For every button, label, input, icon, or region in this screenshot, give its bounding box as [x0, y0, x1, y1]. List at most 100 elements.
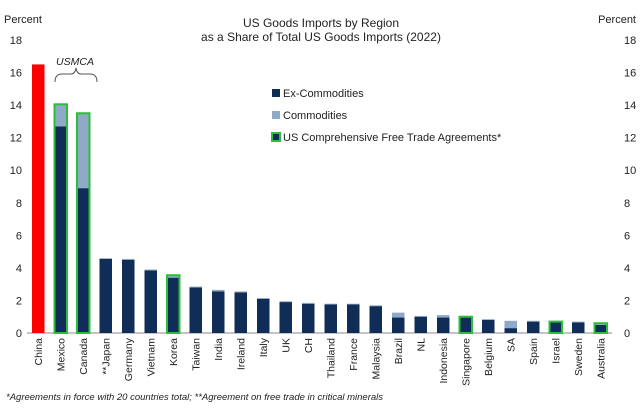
y-tick-label-right: 8 — [624, 198, 630, 210]
bar-commodities — [302, 302, 315, 304]
bar-ex-commodities — [32, 64, 45, 334]
bar-ex-commodities — [279, 302, 292, 333]
y-tick-label-right: 6 — [624, 230, 630, 242]
bar-commodities — [122, 258, 135, 260]
x-tick-label: UK — [280, 338, 292, 353]
bar-commodities — [77, 113, 90, 189]
x-tick-label: Singapore — [460, 338, 472, 386]
bar-commodities — [347, 303, 360, 305]
bar-fta-outline — [593, 322, 608, 335]
y-tick-label-left: 18 — [10, 35, 22, 47]
legend-swatch-ex — [272, 89, 280, 97]
bar-commodities — [212, 289, 225, 292]
footnote: *Agreements in force with 20 countries t… — [6, 392, 384, 403]
bar-ex-commodities — [347, 304, 360, 333]
y-tick-label-left: 14 — [10, 100, 22, 112]
x-tick-label: Belgium — [483, 338, 495, 376]
bar-ex-commodities — [527, 321, 540, 333]
y-axis-label-right: Percent — [598, 14, 636, 26]
y-axis-label-left: Percent — [4, 14, 42, 26]
x-tick-label: India — [213, 338, 225, 361]
legend-label: Ex-Commodities — [283, 88, 364, 100]
bar-commodities — [504, 320, 517, 329]
bar-ex-commodities — [414, 316, 427, 333]
x-tick-label: Italy — [258, 337, 270, 357]
x-tick-label: **Japan — [100, 338, 112, 375]
bar-commodities — [369, 305, 382, 307]
x-tick-label: Taiwan — [190, 338, 202, 371]
x-tick-label: Australia — [595, 338, 607, 379]
bar-fta-outline — [166, 274, 181, 335]
bar-ex-commodities — [437, 317, 450, 333]
bar-ex-commodities — [122, 259, 135, 333]
bar-commodities — [414, 315, 427, 317]
x-tick-label: Spain — [528, 338, 540, 365]
bar-commodities — [257, 298, 270, 299]
bar-ex-commodities — [392, 317, 405, 333]
bar-commodities — [392, 312, 405, 318]
bar-ex-commodities — [189, 287, 202, 333]
y-tick-label-right: 18 — [624, 35, 636, 47]
x-tick-label: Germany — [123, 337, 135, 381]
bar-commodities — [279, 301, 292, 303]
bar-commodities — [234, 291, 247, 293]
y-tick-label-right: 2 — [624, 295, 630, 307]
legend: Ex-Commodities Commodities US Comprehensiv… — [271, 88, 502, 144]
bar-ex-commodities — [302, 303, 315, 333]
y-tick-label-left: 16 — [10, 68, 22, 80]
y-tick-label-left: 0 — [16, 328, 22, 340]
y-tick-label-right: 10 — [624, 165, 636, 177]
x-tick-label: Thailand — [325, 338, 337, 378]
y-tick-label-right: 16 — [624, 68, 636, 80]
bar-ex-commodities — [212, 291, 225, 333]
bar-commodities — [437, 315, 450, 318]
y-tick-label-left: 4 — [16, 263, 22, 275]
legend-label: US Comprehensive Free Trade Agreements* — [283, 132, 502, 144]
y-tick-label-left: 2 — [16, 295, 22, 307]
bar-ex-commodities — [54, 126, 67, 334]
bar-commodities — [167, 275, 180, 278]
bar-fta-outline — [76, 112, 91, 334]
x-tick-label: France — [348, 338, 360, 371]
bar-ex-commodities — [549, 322, 562, 333]
x-tick-label: NL — [415, 338, 427, 352]
chart-subtitle: as a Share of Total US Goods Imports (20… — [201, 30, 441, 44]
legend-swatch-fta — [271, 132, 281, 142]
bar-commodities — [144, 269, 157, 271]
bar-ex-commodities — [572, 322, 585, 333]
y-tick-label-left: 10 — [10, 165, 22, 177]
bar-commodities — [572, 321, 585, 323]
x-tick-label: Mexico — [55, 338, 67, 371]
bar-ex-commodities — [369, 306, 382, 333]
x-tick-label: Korea — [168, 338, 180, 366]
bar-fta-outline — [548, 320, 563, 335]
y-tick-label-right: 0 — [624, 328, 630, 340]
bar-ex-commodities — [77, 188, 90, 333]
x-tick-label: China — [33, 338, 45, 366]
y-tick-label-right: 4 — [624, 263, 630, 275]
bar-fta-outline — [458, 315, 473, 335]
legend-swatch-com — [272, 111, 280, 119]
bar-ex-commodities — [167, 277, 180, 333]
bar-ex-commodities — [594, 324, 607, 333]
bar-ex-commodities — [99, 258, 112, 333]
y-tick-label-right: 12 — [624, 133, 636, 145]
bar-ex-commodities — [459, 317, 472, 333]
legend-label: Commodities — [283, 110, 348, 122]
usmca-label: USMCA — [56, 56, 94, 68]
bar-chart: US Goods Imports by Region as a Share of… — [10, 16, 637, 386]
x-tick-label: Canada — [78, 338, 90, 375]
bar-ex-commodities — [324, 304, 337, 333]
bar-commodities — [99, 258, 112, 259]
bar-commodities — [324, 303, 337, 305]
bar-commodities — [54, 104, 67, 127]
bar-ex-commodities — [257, 298, 270, 333]
bar-ex-commodities — [504, 328, 517, 333]
bar-ex-commodities — [144, 270, 157, 333]
usmca-annotation: USMCA — [54, 56, 98, 83]
bar-ex-commodities — [482, 319, 495, 333]
x-tick-label: Vietnam — [145, 338, 157, 377]
x-tick-label: CH — [303, 338, 315, 353]
bar-commodities — [189, 286, 202, 288]
y-tick-label-left: 6 — [16, 230, 22, 242]
